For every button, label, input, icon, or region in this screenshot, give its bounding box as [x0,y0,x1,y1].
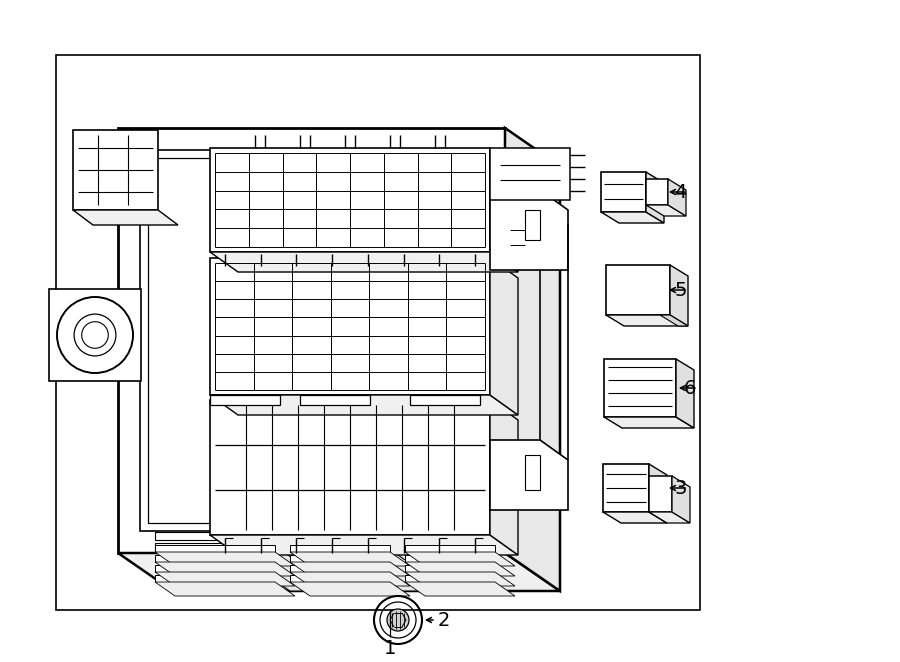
Bar [210,400,490,535]
Polygon shape [670,265,688,326]
Bar [49,289,141,381]
Bar [140,150,483,531]
Bar [525,455,540,490]
Bar [425,543,495,551]
Polygon shape [601,212,664,223]
Polygon shape [603,464,649,512]
Polygon shape [490,400,518,555]
Polygon shape [290,562,410,576]
Bar [155,532,265,540]
Bar [210,258,490,395]
Bar [525,210,540,240]
Polygon shape [606,315,688,326]
Polygon shape [180,553,285,591]
Bar [425,532,495,540]
Polygon shape [290,582,410,596]
Polygon shape [290,552,410,566]
Polygon shape [604,417,694,428]
Text: 5: 5 [674,281,687,299]
Bar [290,565,390,572]
Bar [56,55,700,610]
Polygon shape [405,582,515,596]
Bar [155,510,265,518]
Circle shape [387,609,409,631]
Text: 6: 6 [684,379,697,397]
Bar [210,148,490,252]
Polygon shape [118,553,560,591]
Bar [300,532,395,540]
Polygon shape [649,476,672,512]
Bar [405,565,495,572]
Text: 3: 3 [674,479,687,498]
Polygon shape [118,128,505,553]
Polygon shape [490,148,518,272]
Polygon shape [676,359,694,428]
Bar [73,130,158,210]
Polygon shape [505,128,560,591]
Polygon shape [155,562,295,576]
Polygon shape [490,190,568,270]
Bar [290,575,390,582]
Bar [155,543,265,551]
Polygon shape [603,512,667,523]
Polygon shape [405,552,515,566]
Bar [300,510,395,518]
Polygon shape [604,359,676,417]
Bar [290,545,390,552]
Bar [300,521,395,529]
Polygon shape [155,572,295,586]
Text: 2: 2 [438,610,450,630]
Polygon shape [290,553,395,591]
Polygon shape [649,464,667,523]
Polygon shape [672,476,690,523]
Polygon shape [490,148,570,200]
Polygon shape [490,258,518,415]
Polygon shape [210,395,518,415]
Bar [155,521,265,529]
Bar [155,555,275,562]
Polygon shape [155,552,295,566]
Polygon shape [649,512,690,523]
Bar [155,565,275,572]
Bar [148,158,475,523]
Bar [425,521,495,529]
Polygon shape [73,210,178,225]
Polygon shape [646,205,686,216]
Bar [410,395,480,405]
Polygon shape [345,553,450,591]
Bar [210,395,280,405]
Polygon shape [490,440,568,510]
Polygon shape [646,179,668,205]
Bar [405,575,495,582]
Polygon shape [646,172,664,223]
Polygon shape [210,535,518,555]
Polygon shape [405,562,515,576]
Bar [155,575,275,582]
Bar [300,543,395,551]
Polygon shape [235,553,340,591]
Bar [300,395,370,405]
Bar [290,555,390,562]
Polygon shape [601,172,646,212]
Bar [405,545,495,552]
Polygon shape [660,315,688,326]
Bar [405,555,495,562]
Polygon shape [668,179,686,216]
Bar [425,510,495,518]
Polygon shape [155,582,295,596]
Text: 4: 4 [674,183,687,201]
Polygon shape [210,252,518,272]
Text: 1: 1 [383,639,396,657]
Polygon shape [290,572,410,586]
Bar [155,545,275,552]
Polygon shape [606,265,670,315]
Polygon shape [405,572,515,586]
